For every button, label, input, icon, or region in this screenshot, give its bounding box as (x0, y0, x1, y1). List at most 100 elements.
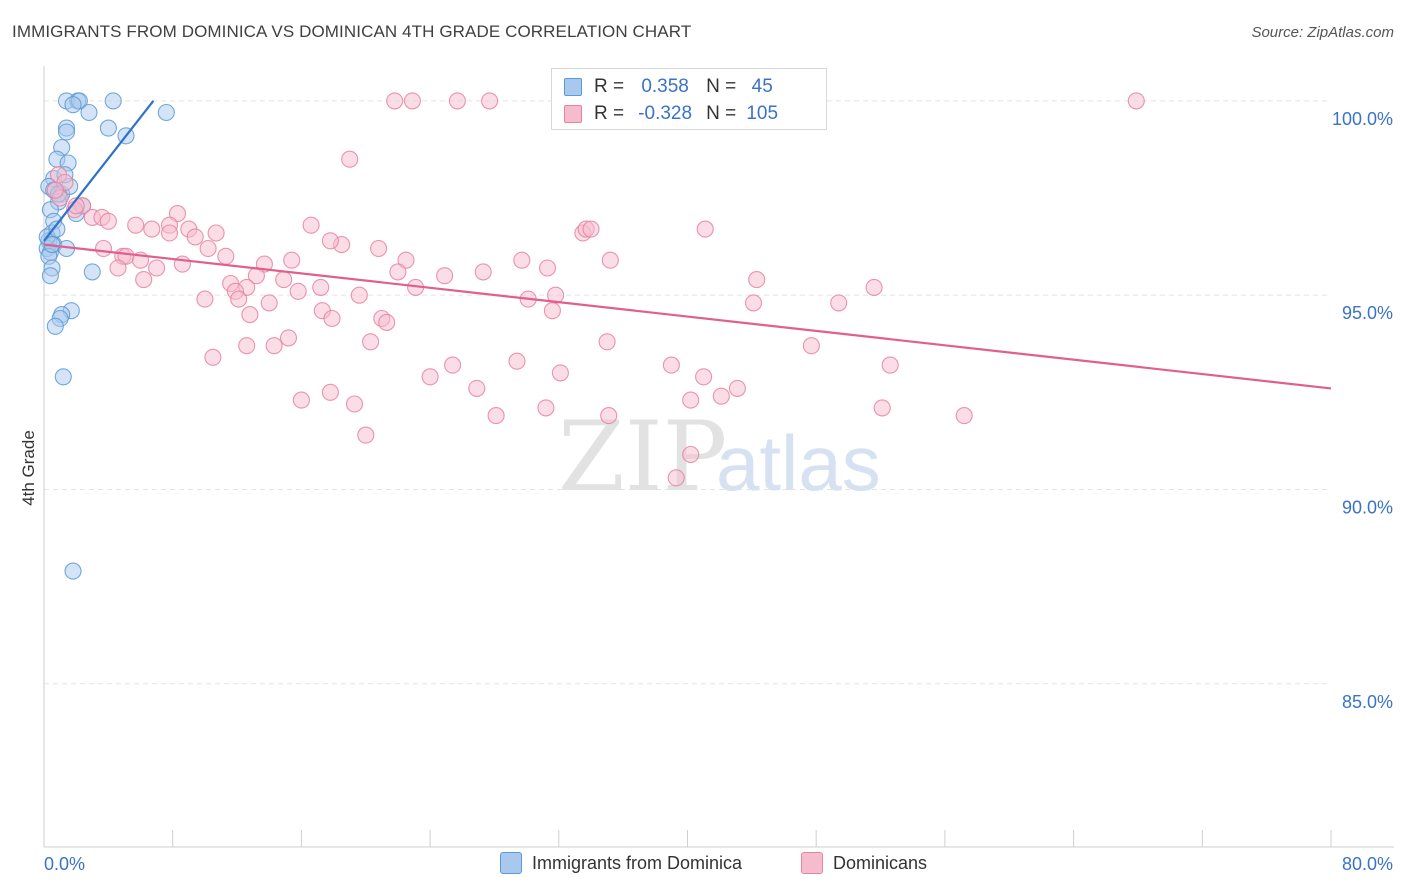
data-point (682, 445, 700, 464)
legend-row-dominicans: R = -0.328 N = 105 (564, 101, 788, 127)
watermark: ZIP atlas (558, 401, 881, 513)
data-point (94, 239, 113, 258)
data-point (744, 294, 763, 312)
data-point (474, 263, 492, 281)
data-point (421, 368, 439, 386)
data-point (357, 426, 375, 444)
data-point (241, 306, 259, 324)
data-point (109, 259, 127, 277)
data-point (386, 92, 404, 110)
series-legend-dominica[interactable]: Immigrants from Dominica (500, 852, 742, 874)
data-point (238, 337, 256, 355)
data-point (370, 239, 388, 258)
data-point (538, 259, 557, 277)
data-point (160, 224, 179, 242)
data-point (341, 150, 359, 168)
series-swatch-dominica (500, 852, 522, 874)
data-point (389, 263, 407, 281)
data-point (83, 263, 101, 281)
series-name-dominicans: Dominicans (833, 852, 928, 873)
trend-lines (43, 100, 1332, 390)
series-name-dominica: Immigrants from Dominica (532, 852, 743, 873)
data-point (323, 309, 341, 328)
data-point (667, 469, 685, 487)
data-point (148, 259, 166, 277)
data-point (54, 368, 72, 386)
data-point (321, 232, 339, 250)
chart-source: Source: ZipAtlas.com (1251, 24, 1394, 41)
legend-n-value: 45 (751, 76, 773, 97)
x-tick-label-min: 0.0% (44, 854, 85, 874)
data-point (345, 395, 364, 413)
chart-title: IMMIGRANTS FROM DOMINICA VS DOMINICAN 4T… (12, 22, 692, 41)
data-point (99, 212, 117, 230)
legend-swatch-dominica (564, 78, 582, 96)
data-point (444, 356, 462, 374)
legend-r-label: R = (594, 103, 625, 124)
x-tick-label-max: 80.0% (1342, 854, 1393, 874)
legend-n-value: 105 (746, 103, 779, 124)
data-point (487, 407, 505, 425)
data-point (135, 271, 153, 289)
data-points (38, 92, 1145, 580)
data-point (292, 391, 310, 409)
trend-line-dominica (43, 100, 155, 242)
y-tick-label: 85.0% (1342, 692, 1393, 712)
series-legend-dominicans[interactable]: Dominicans (801, 852, 927, 874)
data-point (143, 220, 161, 238)
legend-r-value: -0.328 (638, 103, 693, 124)
data-point (600, 407, 618, 425)
data-point (217, 247, 235, 265)
data-point (551, 364, 569, 382)
data-point (196, 290, 214, 308)
data-point (662, 356, 680, 374)
data-point (48, 220, 66, 238)
data-point (378, 313, 396, 331)
data-point (802, 337, 820, 355)
data-point (302, 216, 320, 234)
data-point (312, 278, 330, 296)
data-point (157, 103, 175, 122)
data-point (397, 251, 415, 269)
series-swatch-dominicans (801, 852, 823, 874)
data-point (955, 407, 973, 425)
data-point (289, 282, 307, 300)
data-point (537, 399, 555, 417)
data-point (204, 348, 222, 366)
data-point (695, 368, 713, 386)
data-point (46, 181, 64, 199)
legend-r-label: R = (594, 76, 625, 97)
data-point (865, 278, 883, 296)
watermark-zip: ZIP (558, 401, 727, 513)
data-point (80, 103, 98, 122)
data-point (321, 383, 339, 401)
data-point (1127, 92, 1145, 110)
data-point (582, 220, 600, 238)
y-tick-label: 90.0% (1342, 497, 1393, 517)
data-point (598, 333, 616, 351)
data-point (207, 224, 225, 242)
data-point (64, 96, 82, 114)
data-point (712, 387, 730, 405)
data-point (350, 286, 368, 304)
data-point (601, 251, 619, 269)
data-point (64, 562, 82, 580)
data-point (186, 228, 204, 246)
data-point (199, 239, 217, 258)
data-point (543, 302, 561, 320)
y-tick-label: 95.0% (1342, 303, 1393, 323)
series-legend: Immigrants from Dominica Dominicans (0, 852, 1406, 878)
data-point (830, 294, 848, 312)
legend-n-label: N = (706, 76, 737, 97)
data-point (104, 92, 122, 110)
data-point (481, 92, 499, 110)
data-point (57, 123, 76, 141)
data-point (873, 399, 891, 417)
data-point (260, 294, 278, 312)
data-point (362, 333, 380, 351)
data-point (881, 356, 899, 374)
data-point (508, 352, 526, 370)
series-dominica-points (38, 92, 175, 580)
y-axis-label: 4th Grade (19, 430, 38, 506)
